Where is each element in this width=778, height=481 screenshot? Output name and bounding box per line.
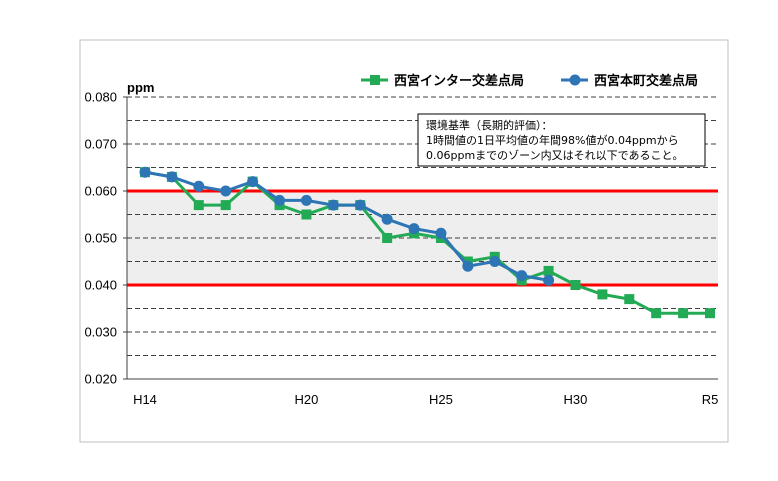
y-tick-label-0: 0.020 (84, 372, 117, 387)
legend-item-series-2: 西宮本町交差点局 (561, 73, 698, 89)
series-1-point-19 (651, 308, 662, 319)
legend-label-series-2: 西宮本町交差点局 (594, 73, 698, 89)
series-1-point-20 (678, 308, 689, 319)
series-2-point-11 (435, 227, 447, 239)
axis-layer (123, 96, 718, 380)
series-2-point-15 (543, 274, 555, 286)
x-tick-label-h25: H25 (429, 392, 453, 407)
y-tick-label-1: 0.030 (84, 325, 117, 340)
standard-note-box (417, 113, 706, 167)
x-tick-labels: H14 H20 H25 H30 R5 (133, 392, 718, 407)
y-tick-label-6: 0.080 (84, 90, 117, 105)
series-line-1 (144, 170, 710, 315)
legend: 西宮インター交差点局 西宮本町交差点局 (361, 73, 698, 89)
series-2-point-8 (354, 199, 366, 211)
x-tick-label-h14: H14 (133, 392, 157, 407)
x-tick-label-h20: H20 (294, 392, 318, 407)
series-2-point-2 (193, 180, 205, 192)
legend-marker-circle-icon (569, 74, 581, 86)
y-tick-label-3: 0.050 (84, 231, 117, 246)
series-2-point-14 (516, 270, 528, 282)
series-layer (139, 166, 715, 319)
series-1-point-6 (301, 209, 312, 220)
series-1-point-18 (624, 294, 635, 305)
y-tick-label-2: 0.040 (84, 278, 117, 293)
series-2-point-5 (274, 194, 286, 206)
legend-label-series-1: 西宮インター交差点局 (394, 73, 524, 89)
series-line-2 (144, 170, 549, 282)
y-tick-labels: 0.020 0.030 0.040 0.050 0.060 0.070 0.080 (84, 90, 117, 387)
legend-item-series-1: 西宮インター交差点局 (361, 73, 524, 89)
series-2-point-7 (327, 199, 339, 211)
series-1-point-2 (193, 200, 204, 211)
standard-note-line-1: 環境基準（長期的評価）： (426, 118, 553, 132)
series-2-point-0 (139, 166, 151, 178)
series-2-point-10 (408, 223, 420, 235)
series-1-point-15 (543, 265, 554, 276)
y-unit-label: ppm (127, 80, 154, 95)
standard-note: 環境基準（長期的評価）： 1時間値の1日平均値の年間98%値が0.04ppmから… (417, 113, 706, 167)
series-1-point-16 (570, 280, 581, 290)
series-2-point-13 (489, 256, 501, 267)
series-2-point-4 (247, 176, 259, 188)
standard-note-line-2: 1時間値の1日平均値の年間98%値が0.04ppmから (426, 133, 679, 147)
series-2-point-9 (381, 213, 393, 225)
y-tick-label-5: 0.070 (84, 137, 117, 152)
x-tick-label-r5: R5 (702, 392, 719, 407)
series-2-point-6 (300, 194, 312, 206)
series-1-point-21 (705, 308, 715, 319)
standard-note-line-3: 0.06ppmまでのゾーン内又はそれ以下であること。 (426, 148, 684, 162)
series-1-point-9 (382, 233, 393, 243)
x-tick-label-h30: H30 (564, 392, 588, 407)
legend-marker-square-icon (370, 75, 380, 85)
series-2-point-3 (220, 185, 232, 197)
series-2-point-12 (462, 260, 474, 272)
y-tick-label-4: 0.060 (84, 184, 117, 199)
series-1-point-3 (220, 200, 231, 211)
series-1-point-17 (597, 289, 608, 300)
series-2-point-1 (166, 171, 178, 183)
